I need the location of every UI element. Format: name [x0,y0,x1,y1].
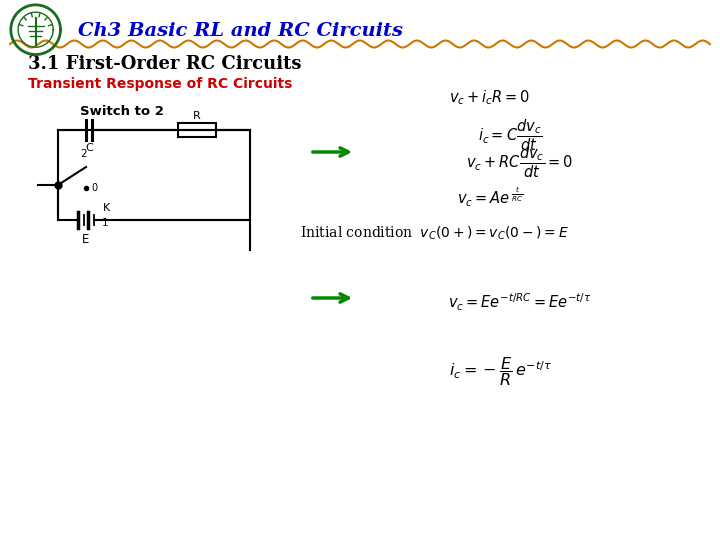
Text: Switch to 2: Switch to 2 [80,105,164,118]
Text: Ch3 Basic RL and RC Circuits: Ch3 Basic RL and RC Circuits [78,22,403,40]
Text: 2: 2 [81,149,87,159]
Text: Initial condition $\;v_C(0+) = v_C(0-) = E$: Initial condition $\;v_C(0+) = v_C(0-) =… [300,225,569,242]
Text: 1: 1 [102,218,109,228]
Text: $v_c = Ae^{\,\frac{t}{RC}}$: $v_c = Ae^{\,\frac{t}{RC}}$ [457,185,523,208]
Text: C: C [85,143,93,153]
Text: K: K [102,203,109,213]
Text: E: E [82,233,90,246]
Text: Transient Response of RC Circuits: Transient Response of RC Circuits [28,77,292,91]
Bar [178,123,216,137]
Text: $i_c = C\dfrac{dv_c}{dt}$: $i_c = C\dfrac{dv_c}{dt}$ [478,118,542,153]
Text: R: R [193,111,201,121]
Text: 0: 0 [91,183,97,193]
Text: $i_c = -\dfrac{E}{R}\,e^{-t/\tau}$: $i_c = -\dfrac{E}{R}\,e^{-t/\tau}$ [449,355,552,388]
Text: $v_c = Ee^{-t/RC} = Ee^{-t/\tau}$: $v_c = Ee^{-t/RC} = Ee^{-t/\tau}$ [449,292,592,313]
Text: $v_c + RC\dfrac{dv_c}{dt} = 0$: $v_c + RC\dfrac{dv_c}{dt} = 0$ [467,145,574,180]
Text: $v_c + i_c R = 0$: $v_c + i_c R = 0$ [449,88,531,107]
Text: 3.1 First-Order RC Circuits: 3.1 First-Order RC Circuits [28,55,302,73]
